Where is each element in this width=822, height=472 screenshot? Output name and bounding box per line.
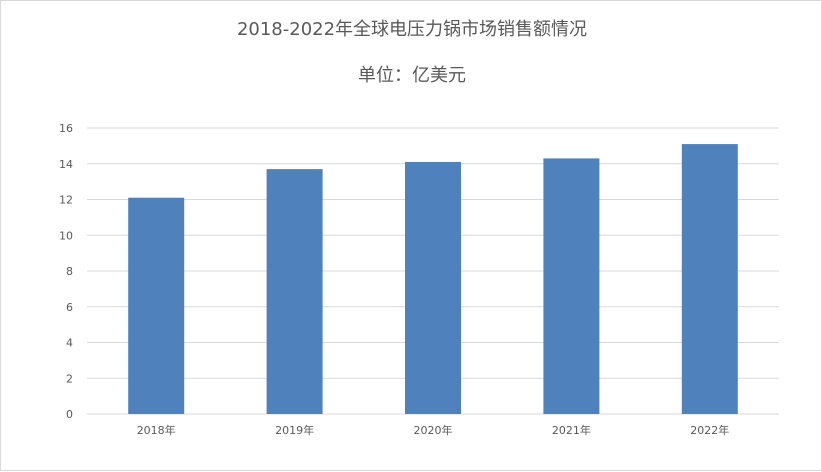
x-tick-label: 2020年 (414, 423, 453, 437)
x-tick-label: 2022年 (690, 423, 729, 437)
x-tick-label: 2021年 (552, 423, 591, 437)
y-tick-label: 14 (59, 158, 73, 171)
bar-2020年 (405, 161, 461, 414)
y-tick-label: 12 (59, 194, 73, 207)
bar-2019年 (266, 169, 323, 414)
bar-2021年 (543, 158, 600, 414)
y-tick-label: 2 (66, 372, 73, 385)
y-axis-ticks: 0 2 4 6 8 10 12 14 16 (59, 122, 73, 421)
y-tick-label: 16 (59, 122, 73, 135)
x-tick-label: 2018年 (137, 423, 176, 437)
bar-2018年 (128, 197, 185, 414)
y-tick-label: 10 (59, 229, 73, 242)
y-tick-label: 6 (66, 301, 73, 314)
bars (128, 144, 738, 414)
y-tick-label: 4 (66, 337, 73, 350)
y-tick-label: 0 (66, 408, 73, 421)
x-axis-ticks: 2018年 2019年 2020年 2021年 2022年 (137, 423, 730, 437)
chart-subtitle: 单位：亿美元 (358, 65, 466, 86)
chart-title: 2018-2022年全球电压力锅市场销售额情况 (236, 19, 588, 40)
y-tick-label: 8 (66, 265, 73, 278)
x-tick-label: 2019年 (275, 423, 314, 437)
bar-2022年 (681, 144, 738, 414)
